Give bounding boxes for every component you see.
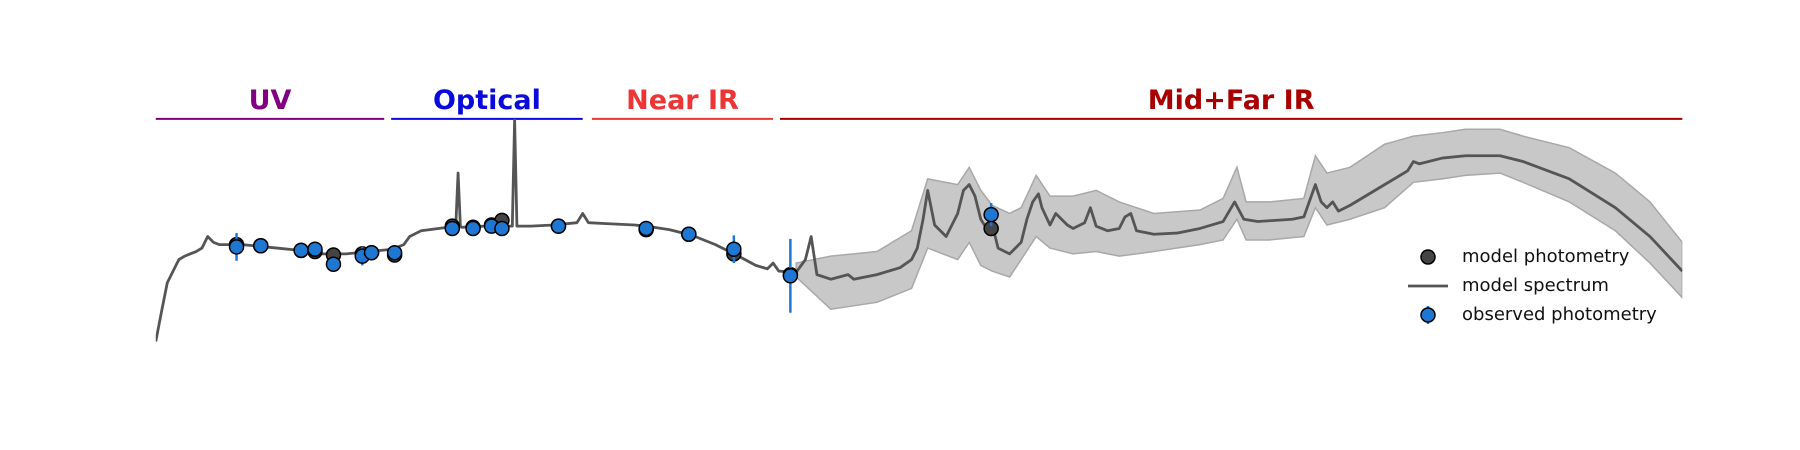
legend-label: model spectrum bbox=[1462, 275, 1609, 296]
observed-photometry-point bbox=[325, 256, 342, 272]
observed-photometry-point bbox=[444, 220, 461, 237]
observed-photometry-point bbox=[253, 238, 269, 254]
legend-label: model photometry bbox=[1462, 246, 1630, 267]
observed-photometry-point bbox=[638, 220, 654, 237]
observed-photometry-point bbox=[983, 206, 999, 223]
observed-photometry-point bbox=[228, 239, 245, 255]
observed-photometry-point bbox=[681, 226, 697, 242]
observed-photometry-point bbox=[726, 241, 742, 257]
observed-photometry-point bbox=[363, 244, 380, 261]
region-label: Optical bbox=[433, 85, 541, 116]
legend-marker bbox=[1420, 307, 1436, 323]
observed-photometry-point bbox=[386, 244, 403, 261]
region-label: Near IR bbox=[626, 85, 739, 116]
legend-marker bbox=[1420, 249, 1436, 265]
observed-photometry-point bbox=[465, 220, 481, 237]
observed-photometry-point bbox=[782, 268, 799, 284]
region-label: Mid+Far IR bbox=[1148, 85, 1315, 116]
observed-photometry-point bbox=[307, 241, 323, 257]
uncertainty-band bbox=[795, 128, 1683, 311]
region-label: UV bbox=[249, 85, 292, 116]
observed-photometry-point bbox=[293, 242, 309, 259]
observed-photometry-point bbox=[494, 220, 510, 237]
legend-label: observed photometry bbox=[1462, 304, 1657, 325]
model-spectrum bbox=[155, 118, 1683, 342]
observed-photometry-point bbox=[550, 218, 567, 234]
